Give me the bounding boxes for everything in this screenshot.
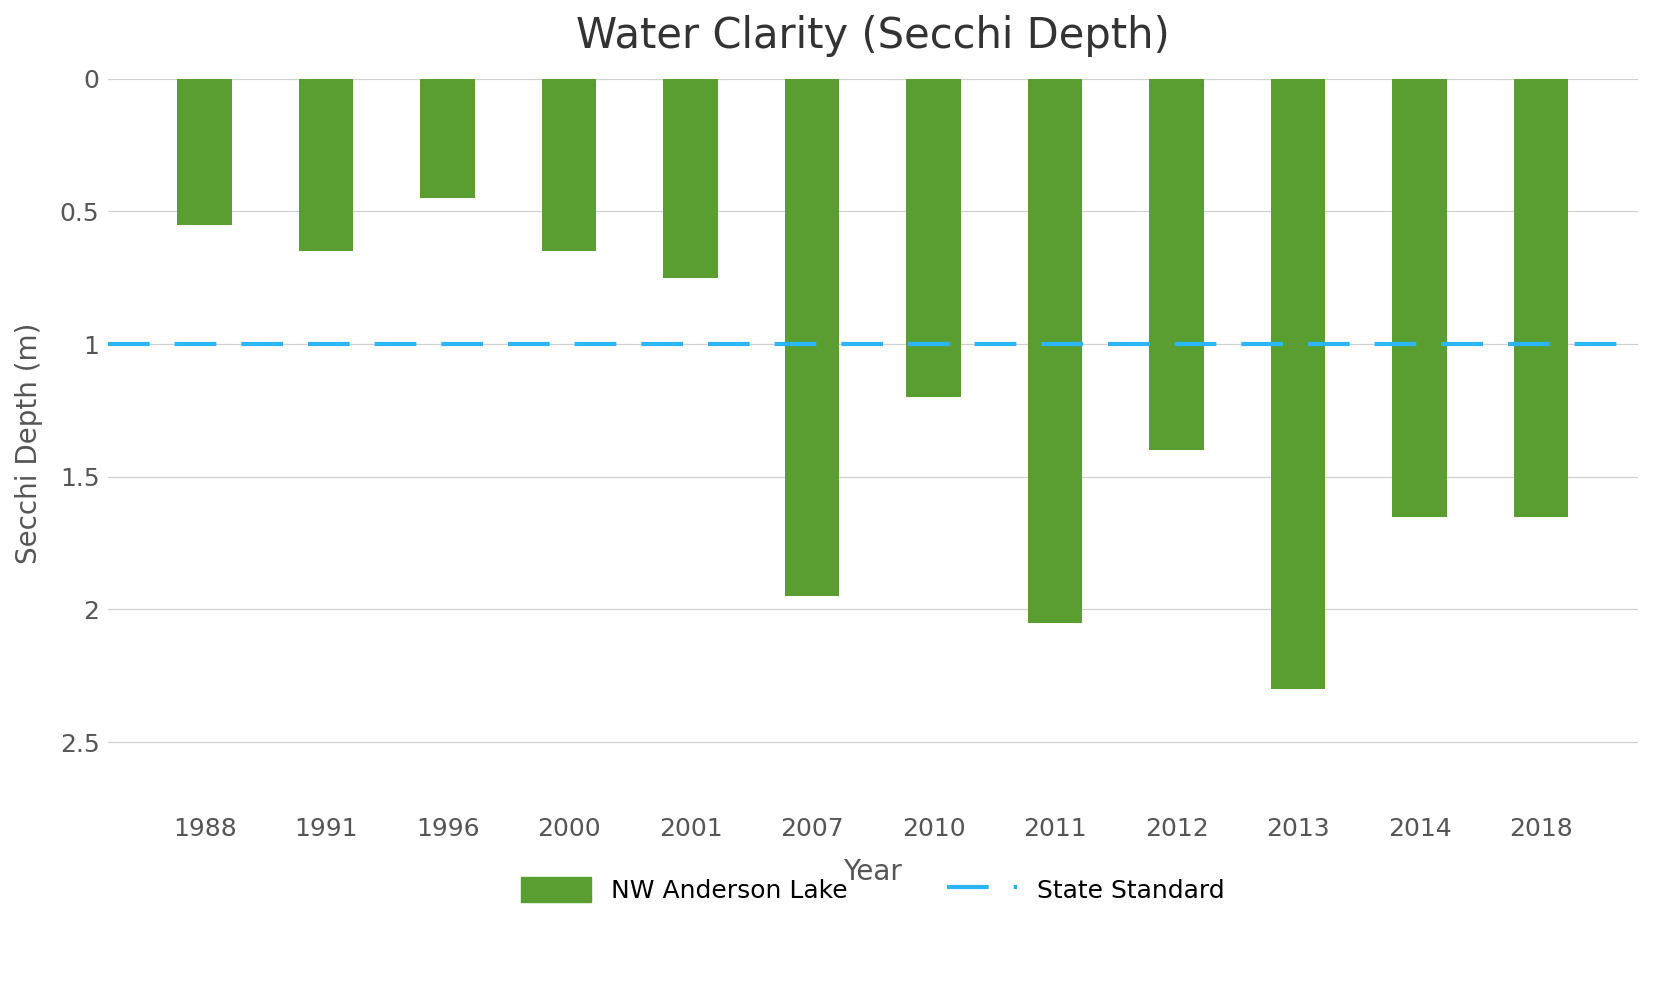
Bar <box>420 78 474 198</box>
Bar <box>1271 78 1326 689</box>
Bar <box>542 78 597 251</box>
X-axis label: Year: Year <box>843 858 903 886</box>
Bar <box>1392 78 1446 516</box>
Title: Water Clarity (Secchi Depth): Water Clarity (Secchi Depth) <box>575 15 1170 57</box>
Bar <box>1149 78 1203 450</box>
Y-axis label: Secchi Depth (m): Secchi Depth (m) <box>15 323 43 564</box>
Bar <box>785 78 840 596</box>
Bar <box>906 78 960 397</box>
Bar <box>177 78 231 224</box>
Bar <box>1514 78 1569 516</box>
Bar <box>663 78 717 278</box>
Bar <box>1028 78 1083 623</box>
Bar <box>299 78 354 251</box>
Legend: NW Anderson Lake, State Standard: NW Anderson Lake, State Standard <box>511 867 1235 913</box>
